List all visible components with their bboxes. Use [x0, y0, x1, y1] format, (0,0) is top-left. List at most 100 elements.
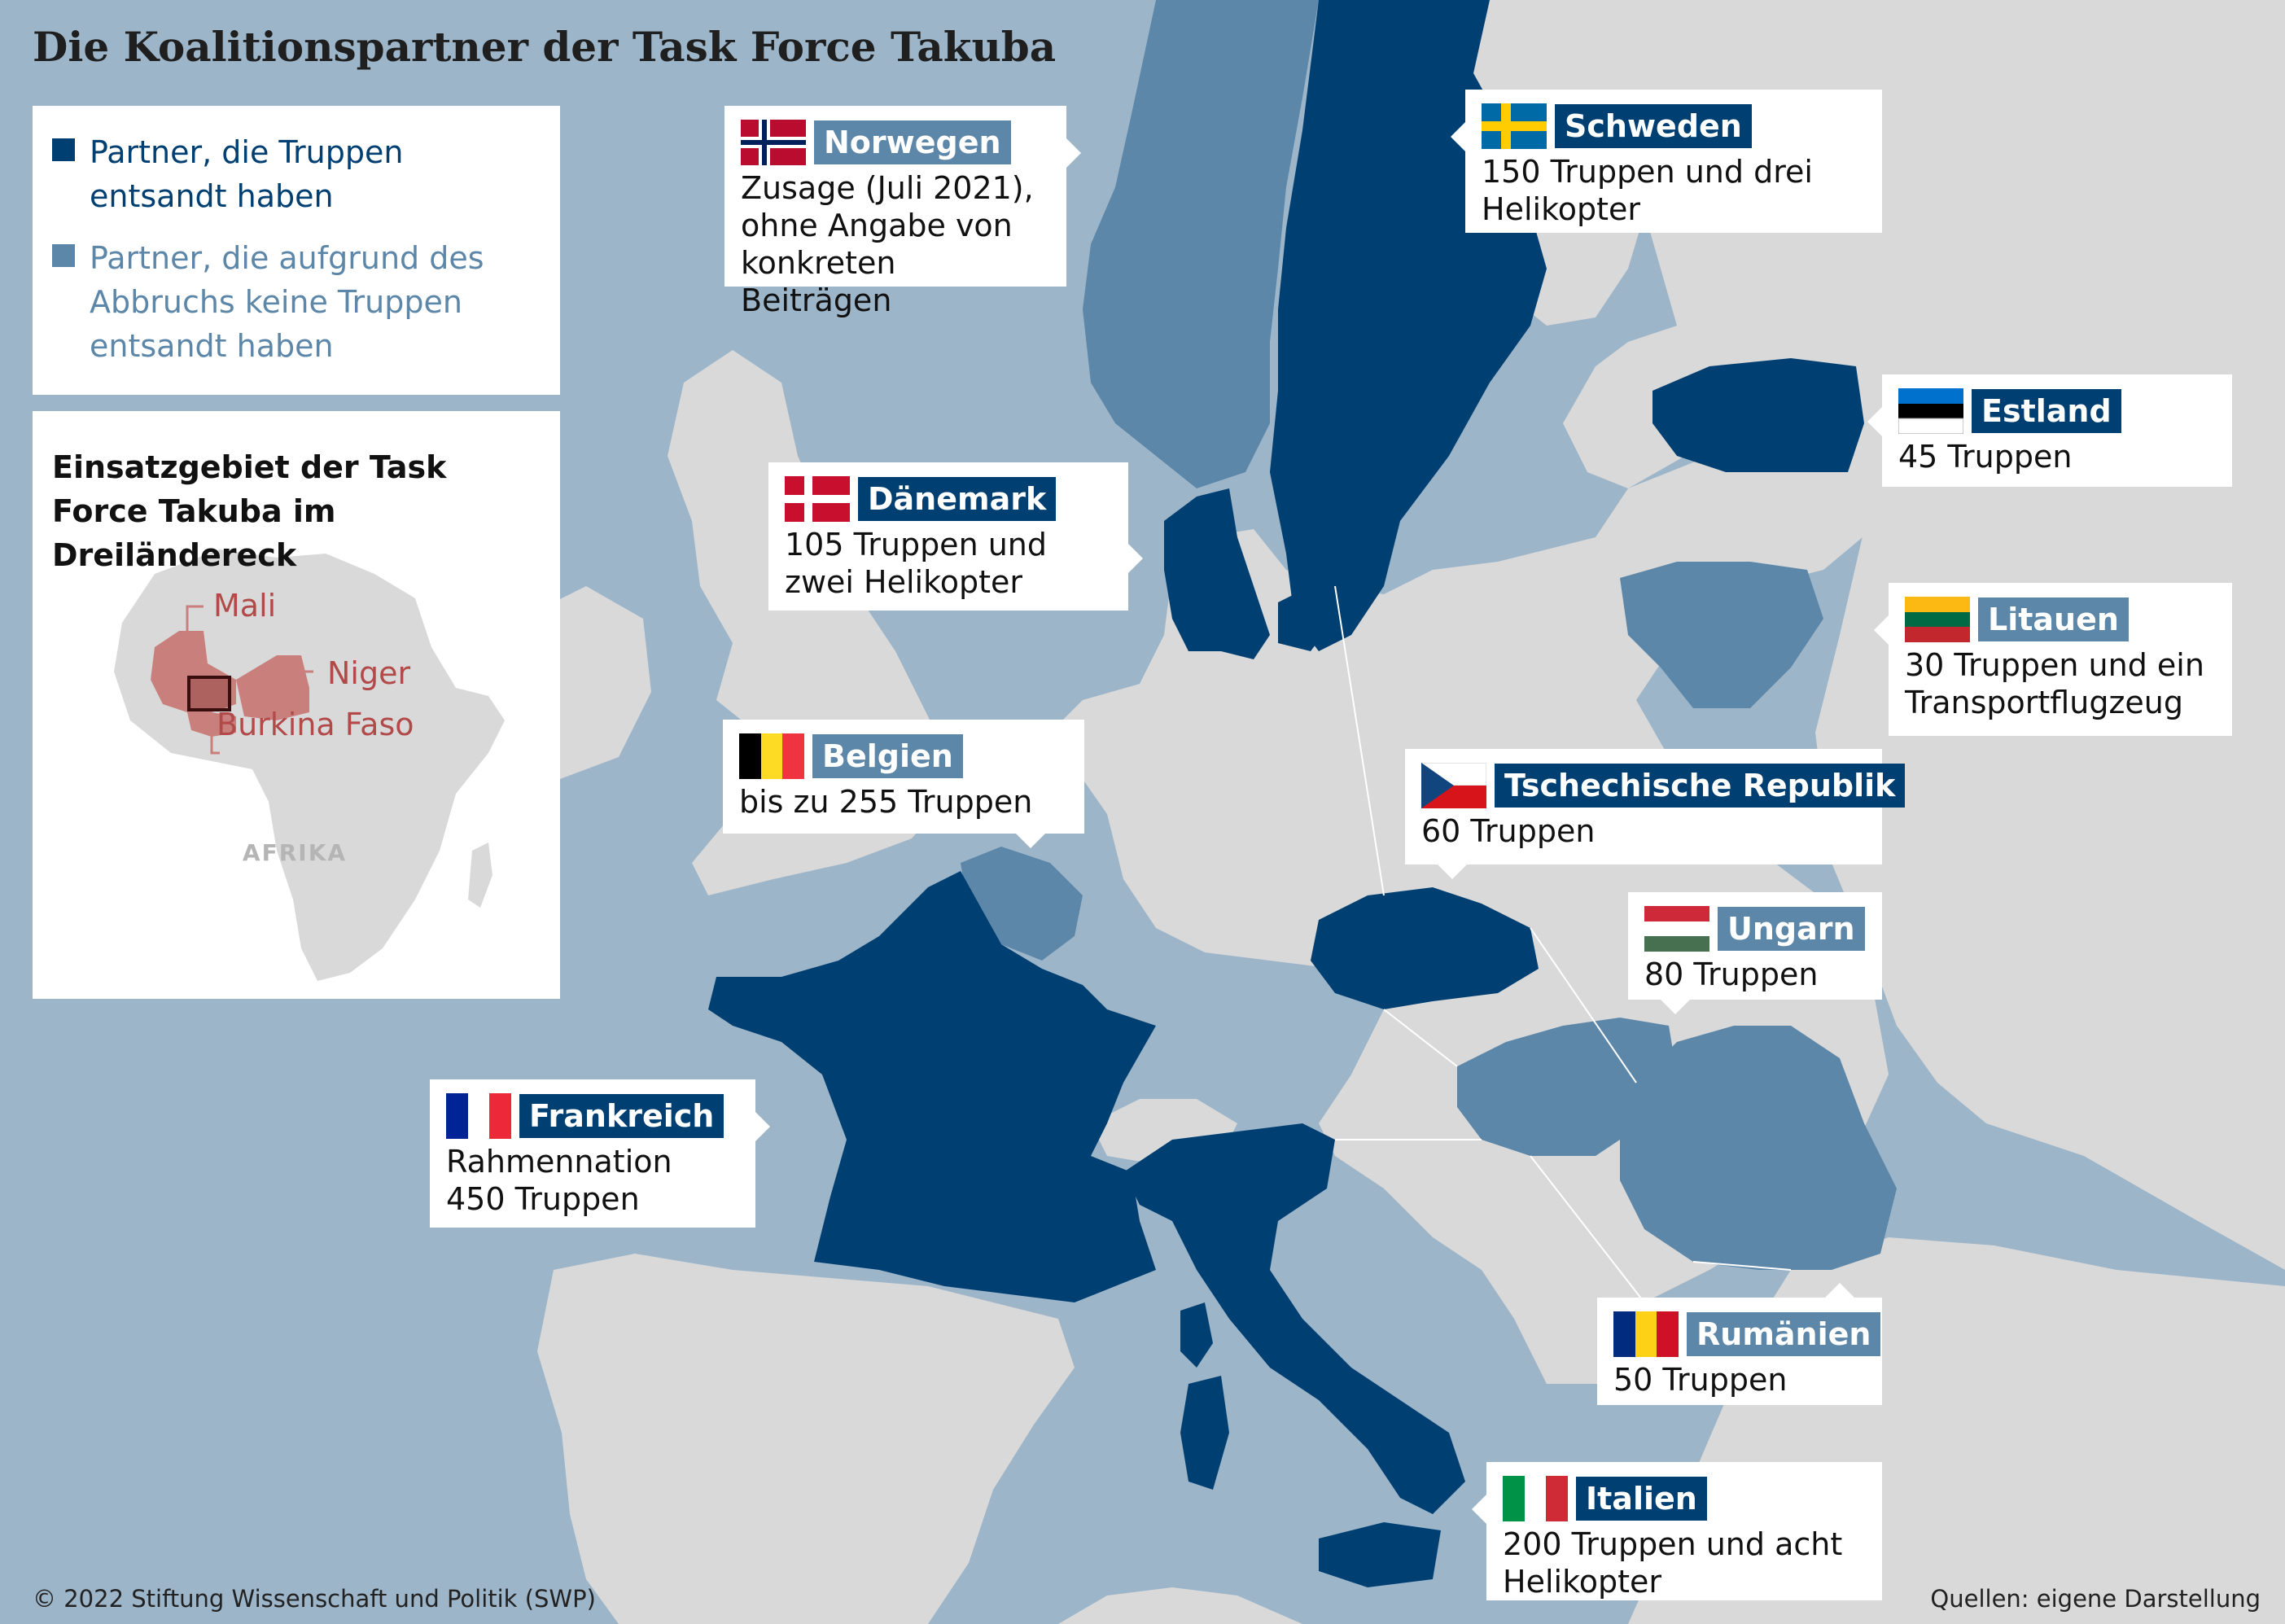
- country-name: Estland: [1972, 389, 2121, 433]
- legend-label-not-deployed: Partner, die aufgrund des Abbruchs keine…: [90, 240, 484, 364]
- callout-header: Norwegen: [741, 120, 1050, 165]
- mali-label: Mali: [213, 588, 276, 624]
- niger: [236, 655, 309, 720]
- callout-litauen: Litauen 30 Truppen und ein Transportflugz…: [1874, 583, 2232, 736]
- hungary: [1457, 1018, 1677, 1156]
- callout-header: Rumänien: [1613, 1311, 1881, 1357]
- czech-flag-icon: [1421, 763, 1486, 808]
- land-baltic: [1384, 440, 1872, 594]
- mali: [151, 631, 236, 712]
- callout-header: Dänemark: [785, 476, 1112, 522]
- callout-estland: Estland 45 Truppen: [1867, 374, 2232, 487]
- callout-pointer: [1472, 1495, 1486, 1524]
- contribution-text: 30 Truppen und ein Transportflugzeug: [1905, 647, 2204, 720]
- country-name: Schweden: [1555, 104, 1752, 148]
- burkina-faso: [187, 712, 236, 737]
- france-flag-icon: [446, 1093, 511, 1139]
- norway: [1083, 0, 1319, 488]
- country-name: Frankreich: [519, 1094, 724, 1138]
- czech-republic: [1311, 887, 1539, 1009]
- lithuania: [1620, 562, 1823, 708]
- callout-pointer: [1825, 1283, 1854, 1298]
- callout-header: Frankreich: [446, 1093, 739, 1139]
- contribution-text: 60 Truppen: [1421, 813, 1596, 849]
- africa-inset-map: Mali Niger Burkina Faso AFRIKA: [114, 549, 505, 981]
- callout-rumaenien: Rumänien 50 Truppen: [1597, 1283, 1882, 1405]
- callout-pointer: [1438, 865, 1467, 879]
- romania: [1620, 1026, 1897, 1270]
- callout-ungarn: Ungarn 80 Truppen: [1628, 892, 1882, 1014]
- callout-norwegen: Norwegen Zusage (Juli 2021), ohne Angabe …: [724, 106, 1081, 318]
- callout-schweden: Schweden 150 Truppen und drei Helikopter: [1451, 90, 1882, 233]
- callout-header: Belgien: [739, 733, 1068, 779]
- lithuania-flag-icon: [1905, 597, 1970, 642]
- contribution-text: 45 Truppen: [1898, 439, 2073, 475]
- norway-flag-icon: [741, 120, 806, 165]
- country-name: Belgien: [812, 734, 963, 778]
- contribution-text: Rahmennation 450 Truppen: [446, 1144, 672, 1217]
- contribution-text: 80 Truppen: [1644, 956, 1819, 992]
- country-name: Dänemark: [858, 477, 1057, 521]
- sardinia: [1180, 1376, 1229, 1490]
- belgium-flag-icon: [739, 733, 804, 779]
- contribution-text: 105 Truppen und zwei Helikopter: [785, 527, 1048, 600]
- callout-pointer: [1016, 834, 1045, 848]
- niger-label: Niger: [327, 655, 410, 691]
- callout-header: Estland: [1898, 388, 2216, 434]
- iberia: [537, 1254, 1075, 1624]
- burkina-leader: [210, 733, 220, 755]
- callout-belgien: Belgien bis zu 255 Truppen: [723, 720, 1084, 848]
- mali-leader: [186, 605, 204, 639]
- contribution-text: Zusage (Juli 2021), ohne Angabe von konk…: [741, 170, 1034, 318]
- callout-pointer: [755, 1112, 770, 1141]
- callout-pointer: [1066, 138, 1081, 168]
- country-name: Italien: [1576, 1477, 1707, 1521]
- country-name: Ungarn: [1718, 907, 1865, 951]
- callout-pointer: [1128, 544, 1143, 573]
- africa-inset: Mali Niger Burkina Faso AFRIKA Einsatzge…: [33, 411, 560, 999]
- callout-header: Litauen: [1905, 597, 2216, 642]
- callout-pointer: [1874, 615, 1889, 645]
- deployed-swatch: [52, 138, 75, 161]
- contribution-text: bis zu 255 Truppen: [739, 784, 1033, 820]
- takuba-area-box: [187, 676, 231, 711]
- inset-title: Einsatzgebiet der Task Force Takuba im D…: [52, 449, 447, 573]
- denmark-flag-icon: [785, 476, 850, 522]
- corsica: [1180, 1302, 1213, 1368]
- not-deployed-swatch: [52, 244, 75, 267]
- callout-header: Ungarn: [1644, 906, 1866, 952]
- contribution-text: 200 Truppen und acht Helikopter: [1503, 1526, 1843, 1600]
- country-name: Litauen: [1978, 598, 2129, 641]
- country-name: Norwegen: [814, 120, 1011, 164]
- contribution-text: 150 Truppen und drei Helikopter: [1482, 154, 1813, 227]
- continent-label: AFRIKA: [243, 839, 347, 866]
- sicily: [1319, 1522, 1441, 1587]
- romania-flag-icon: [1613, 1311, 1679, 1357]
- copyright: © 2022 Stiftung Wissenschaft und Politik…: [33, 1585, 596, 1613]
- estonia: [1652, 358, 1864, 472]
- madagascar: [468, 843, 492, 908]
- legend-label-deployed: Partner, die Truppen entsandt haben: [90, 134, 404, 214]
- estonia-flag-icon: [1898, 388, 1963, 434]
- italy: [1123, 1123, 1465, 1514]
- callout-header: Italien: [1503, 1476, 1866, 1521]
- source-note: Quellen: eigene Darstellung: [1930, 1585, 2261, 1613]
- legend-item-not-deployed: Partner, die aufgrund des Abbruchs keine…: [52, 236, 541, 368]
- legend-item-deployed: Partner, die Truppen entsandt haben: [52, 130, 541, 218]
- sweden-flag-icon: [1482, 103, 1547, 149]
- country-name: Rumänien: [1687, 1312, 1881, 1356]
- page-title: Die Koalitionspartner der Task Force Tak…: [33, 23, 1057, 71]
- callout-pointer: [1661, 1000, 1690, 1014]
- denmark-island: [1278, 586, 1335, 651]
- france: [708, 871, 1156, 1302]
- callout-header: Schweden: [1482, 103, 1866, 149]
- hungary-flag-icon: [1644, 906, 1709, 952]
- contribution-text: 50 Truppen: [1613, 1362, 1788, 1398]
- callout-pointer: [1867, 407, 1882, 436]
- callout-frankreich: Frankreich Rahmennation 450 Truppen: [430, 1079, 770, 1228]
- italy-flag-icon: [1503, 1476, 1568, 1521]
- callout-pointer: [1451, 122, 1465, 151]
- north-africa: [1058, 1587, 1302, 1624]
- burkina-label: Burkina Faso: [217, 707, 414, 742]
